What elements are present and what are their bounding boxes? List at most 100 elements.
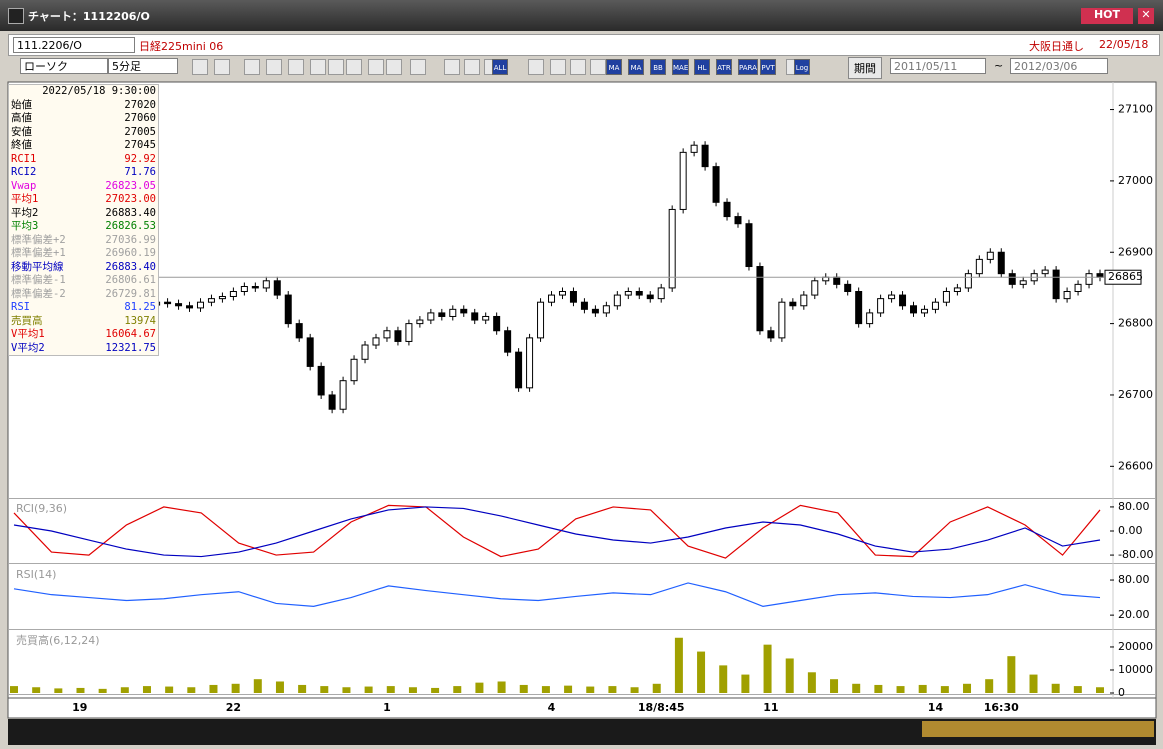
candle	[515, 351, 523, 389]
volume-bar	[497, 681, 506, 693]
y-tick-label: 26700	[1118, 388, 1153, 401]
series-line	[13, 506, 1101, 558]
tool-icon[interactable]	[464, 59, 480, 75]
tool-icon[interactable]	[386, 59, 402, 75]
tool-button[interactable]: MA	[628, 59, 644, 75]
symbol-select[interactable]: 111.2206/O	[13, 37, 135, 53]
candle	[526, 337, 534, 389]
candle	[734, 216, 742, 225]
volume-bar	[408, 687, 417, 693]
tool-icon[interactable]	[590, 59, 606, 75]
y-tick-label: 26800	[1118, 317, 1153, 330]
info-value: 26806.61	[105, 274, 156, 286]
chart-type-select[interactable]: ローソク	[20, 58, 108, 74]
volume-bar	[985, 679, 994, 693]
interval-select[interactable]: 5分足	[108, 58, 178, 74]
info-label: 平均2	[11, 206, 39, 219]
candle	[844, 283, 852, 293]
volume-bar	[475, 682, 484, 693]
tool-icon[interactable]	[328, 59, 344, 75]
candle	[361, 344, 369, 360]
series-line	[13, 582, 1101, 607]
candle	[251, 286, 259, 289]
info-value: 26729.81	[105, 287, 156, 300]
candle	[624, 291, 632, 296]
volume-bar	[10, 686, 18, 693]
y-tick-label: 27000	[1118, 174, 1153, 187]
info-value: 27060	[124, 112, 156, 124]
tool-button[interactable]: HL	[694, 59, 710, 75]
volume-bar	[386, 686, 395, 693]
volume-bar	[763, 644, 772, 693]
title-bar: チャート：1112206/O HOT ✕	[0, 0, 1163, 31]
tool-button[interactable]: BB	[650, 59, 666, 75]
volume-bar	[896, 686, 905, 693]
candle	[833, 276, 841, 285]
tool-icon[interactable]	[346, 59, 362, 75]
app-icon	[8, 8, 24, 24]
candle	[1041, 269, 1049, 275]
candle	[778, 301, 786, 339]
to-date[interactable]: 2012/03/06	[1010, 58, 1108, 74]
info-label: 標準偏差+1	[11, 247, 66, 259]
candle	[350, 358, 358, 382]
info-datetime: 2022/05/18 9:30:00	[42, 85, 156, 97]
tool-icon[interactable]	[266, 59, 282, 75]
volume-bar	[98, 688, 107, 693]
close-button[interactable]: ✕	[1138, 8, 1154, 24]
info-label: 標準偏差-1	[11, 274, 66, 286]
tool-button[interactable]: MA	[606, 59, 622, 75]
info-value: 16064.67	[105, 328, 156, 340]
volume-bar	[963, 683, 972, 693]
volume-bar	[785, 658, 794, 693]
from-date[interactable]: 2011/05/11	[890, 58, 986, 74]
tool-icon[interactable]	[410, 59, 426, 75]
tool-icon[interactable]	[288, 59, 304, 75]
candle	[196, 301, 204, 309]
tool-button[interactable]: ATR	[716, 59, 732, 75]
tool-button[interactable]: PARA	[738, 59, 758, 75]
tool-icon[interactable]	[192, 59, 208, 75]
tool-button[interactable]: Log	[794, 59, 810, 75]
info-value: 12321.75	[105, 341, 156, 354]
date: 22/05/18	[1099, 38, 1149, 51]
tool-icon[interactable]	[550, 59, 566, 75]
tool-icon[interactable]	[310, 59, 326, 75]
info-value: 27036.99	[105, 233, 156, 246]
candle	[416, 319, 424, 325]
tool-button[interactable]: ALL	[492, 59, 508, 75]
candle	[569, 291, 577, 303]
info-value: 27023.00	[105, 193, 156, 205]
tool-button[interactable]: MAE	[672, 59, 690, 75]
tool-button[interactable]: PVT	[760, 59, 776, 75]
session: 大阪日通し	[1029, 40, 1084, 53]
info-row: V平均2 12321.75	[11, 342, 156, 356]
candle	[756, 266, 764, 332]
candle	[701, 144, 709, 168]
volume-bar	[852, 683, 861, 693]
candle	[712, 166, 720, 203]
volume-bar	[253, 679, 262, 693]
tool-icon[interactable]	[528, 59, 544, 75]
y-tick-label: 26900	[1118, 245, 1153, 258]
tool-icon[interactable]	[444, 59, 460, 75]
info-label: 標準偏差+2	[11, 233, 66, 246]
candle	[394, 330, 402, 342]
volume-bar	[1007, 656, 1016, 693]
info-label: RSI	[11, 301, 30, 313]
info-row: 平均1 27023.00	[11, 193, 156, 207]
volume-bar	[652, 683, 661, 693]
tool-icon[interactable]	[570, 59, 586, 75]
candle	[262, 280, 270, 289]
tool-icon[interactable]	[244, 59, 260, 75]
scroll-thumb[interactable]	[922, 721, 1154, 737]
candle	[997, 251, 1005, 275]
hot-button[interactable]: HOT	[1081, 8, 1133, 24]
tool-icon[interactable]	[214, 59, 230, 75]
candle	[207, 298, 215, 303]
period-button[interactable]: 期間	[848, 57, 882, 79]
tool-icon[interactable]	[368, 59, 384, 75]
candle	[668, 208, 676, 289]
info-row: 標準偏差-1 26806.61	[11, 274, 156, 288]
